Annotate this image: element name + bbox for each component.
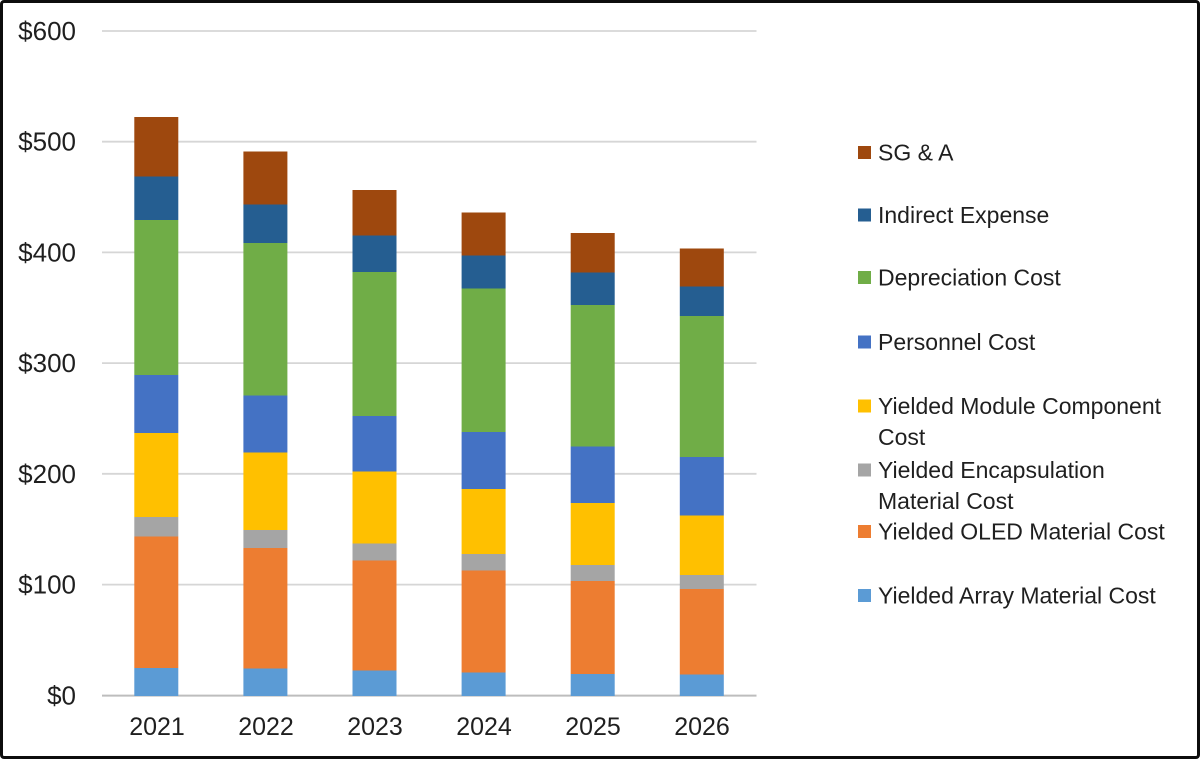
svg-text:Personnel Cost: Personnel Cost: [878, 329, 1036, 355]
svg-text:$200: $200: [18, 459, 76, 489]
svg-text:2024: 2024: [456, 713, 512, 741]
svg-text:2026: 2026: [674, 713, 730, 741]
svg-text:$400: $400: [18, 237, 76, 267]
svg-text:2022: 2022: [238, 713, 294, 741]
svg-text:Cost: Cost: [878, 424, 926, 450]
svg-text:Yielded Encapsulation: Yielded Encapsulation: [878, 457, 1105, 483]
svg-text:Yielded Array Material Cost: Yielded Array Material Cost: [878, 583, 1156, 609]
svg-text:$500: $500: [18, 127, 76, 157]
svg-text:2025: 2025: [565, 713, 621, 741]
svg-text:$0: $0: [47, 681, 76, 711]
svg-text:Yielded Module Component: Yielded Module Component: [878, 393, 1162, 419]
svg-text:2021: 2021: [129, 713, 185, 741]
svg-text:SG & A: SG & A: [878, 140, 954, 166]
svg-text:Depreciation Cost: Depreciation Cost: [878, 265, 1061, 291]
svg-text:$300: $300: [18, 348, 76, 378]
svg-text:$100: $100: [18, 570, 76, 600]
svg-text:$600: $600: [18, 16, 76, 46]
svg-text:2023: 2023: [347, 713, 403, 741]
svg-text:Indirect Expense: Indirect Expense: [878, 202, 1049, 228]
svg-text:Yielded OLED Material Cost: Yielded OLED Material Cost: [878, 519, 1165, 545]
svg-text:Material Cost: Material Cost: [878, 488, 1014, 514]
